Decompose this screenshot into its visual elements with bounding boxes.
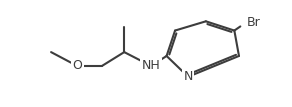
Text: N: N bbox=[183, 70, 193, 83]
Text: NH: NH bbox=[142, 59, 161, 72]
Text: O: O bbox=[72, 59, 82, 72]
Text: Br: Br bbox=[247, 16, 260, 29]
